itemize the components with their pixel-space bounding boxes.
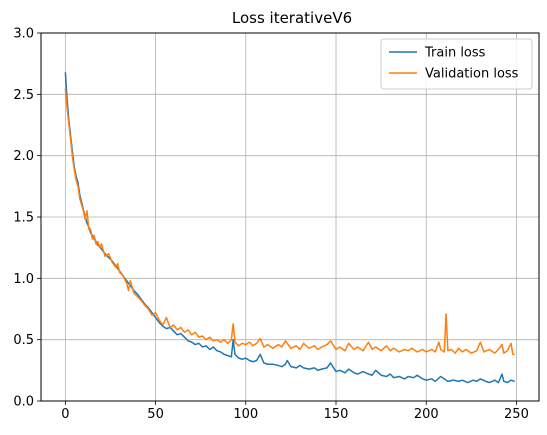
x-tick-label: 50	[147, 407, 164, 422]
legend-label: Train loss	[424, 46, 486, 61]
y-tick-label: 0.0	[13, 395, 34, 410]
x-tick-label: 250	[504, 407, 529, 422]
y-tick-label: 1.0	[13, 272, 34, 287]
y-tick-label: 0.5	[13, 333, 34, 348]
legend: Train loss Validation loss	[380, 38, 533, 90]
y-tick-label: 2.0	[13, 149, 34, 164]
series-line-validation-loss	[64, 88, 515, 356]
x-tick-label: 200	[414, 407, 439, 422]
x-tick-label: 100	[233, 407, 258, 422]
y-tick-label: 3.0	[13, 27, 34, 42]
chart-title: Loss iterativeV6	[232, 9, 352, 27]
legend-label: Validation loss	[425, 67, 519, 82]
axes: 0 50 100 150 200 250 0.0 0.5 1.0 1.5 2.0 2.5 3.0	[13, 27, 529, 423]
x-tick-label: 150	[324, 407, 349, 422]
legend-box	[380, 38, 533, 90]
y-tick-label: 1.5	[13, 211, 34, 226]
x-tick-label: 0	[61, 407, 69, 422]
series-lines	[64, 72, 515, 384]
y-tick-label: 2.5	[13, 88, 34, 103]
